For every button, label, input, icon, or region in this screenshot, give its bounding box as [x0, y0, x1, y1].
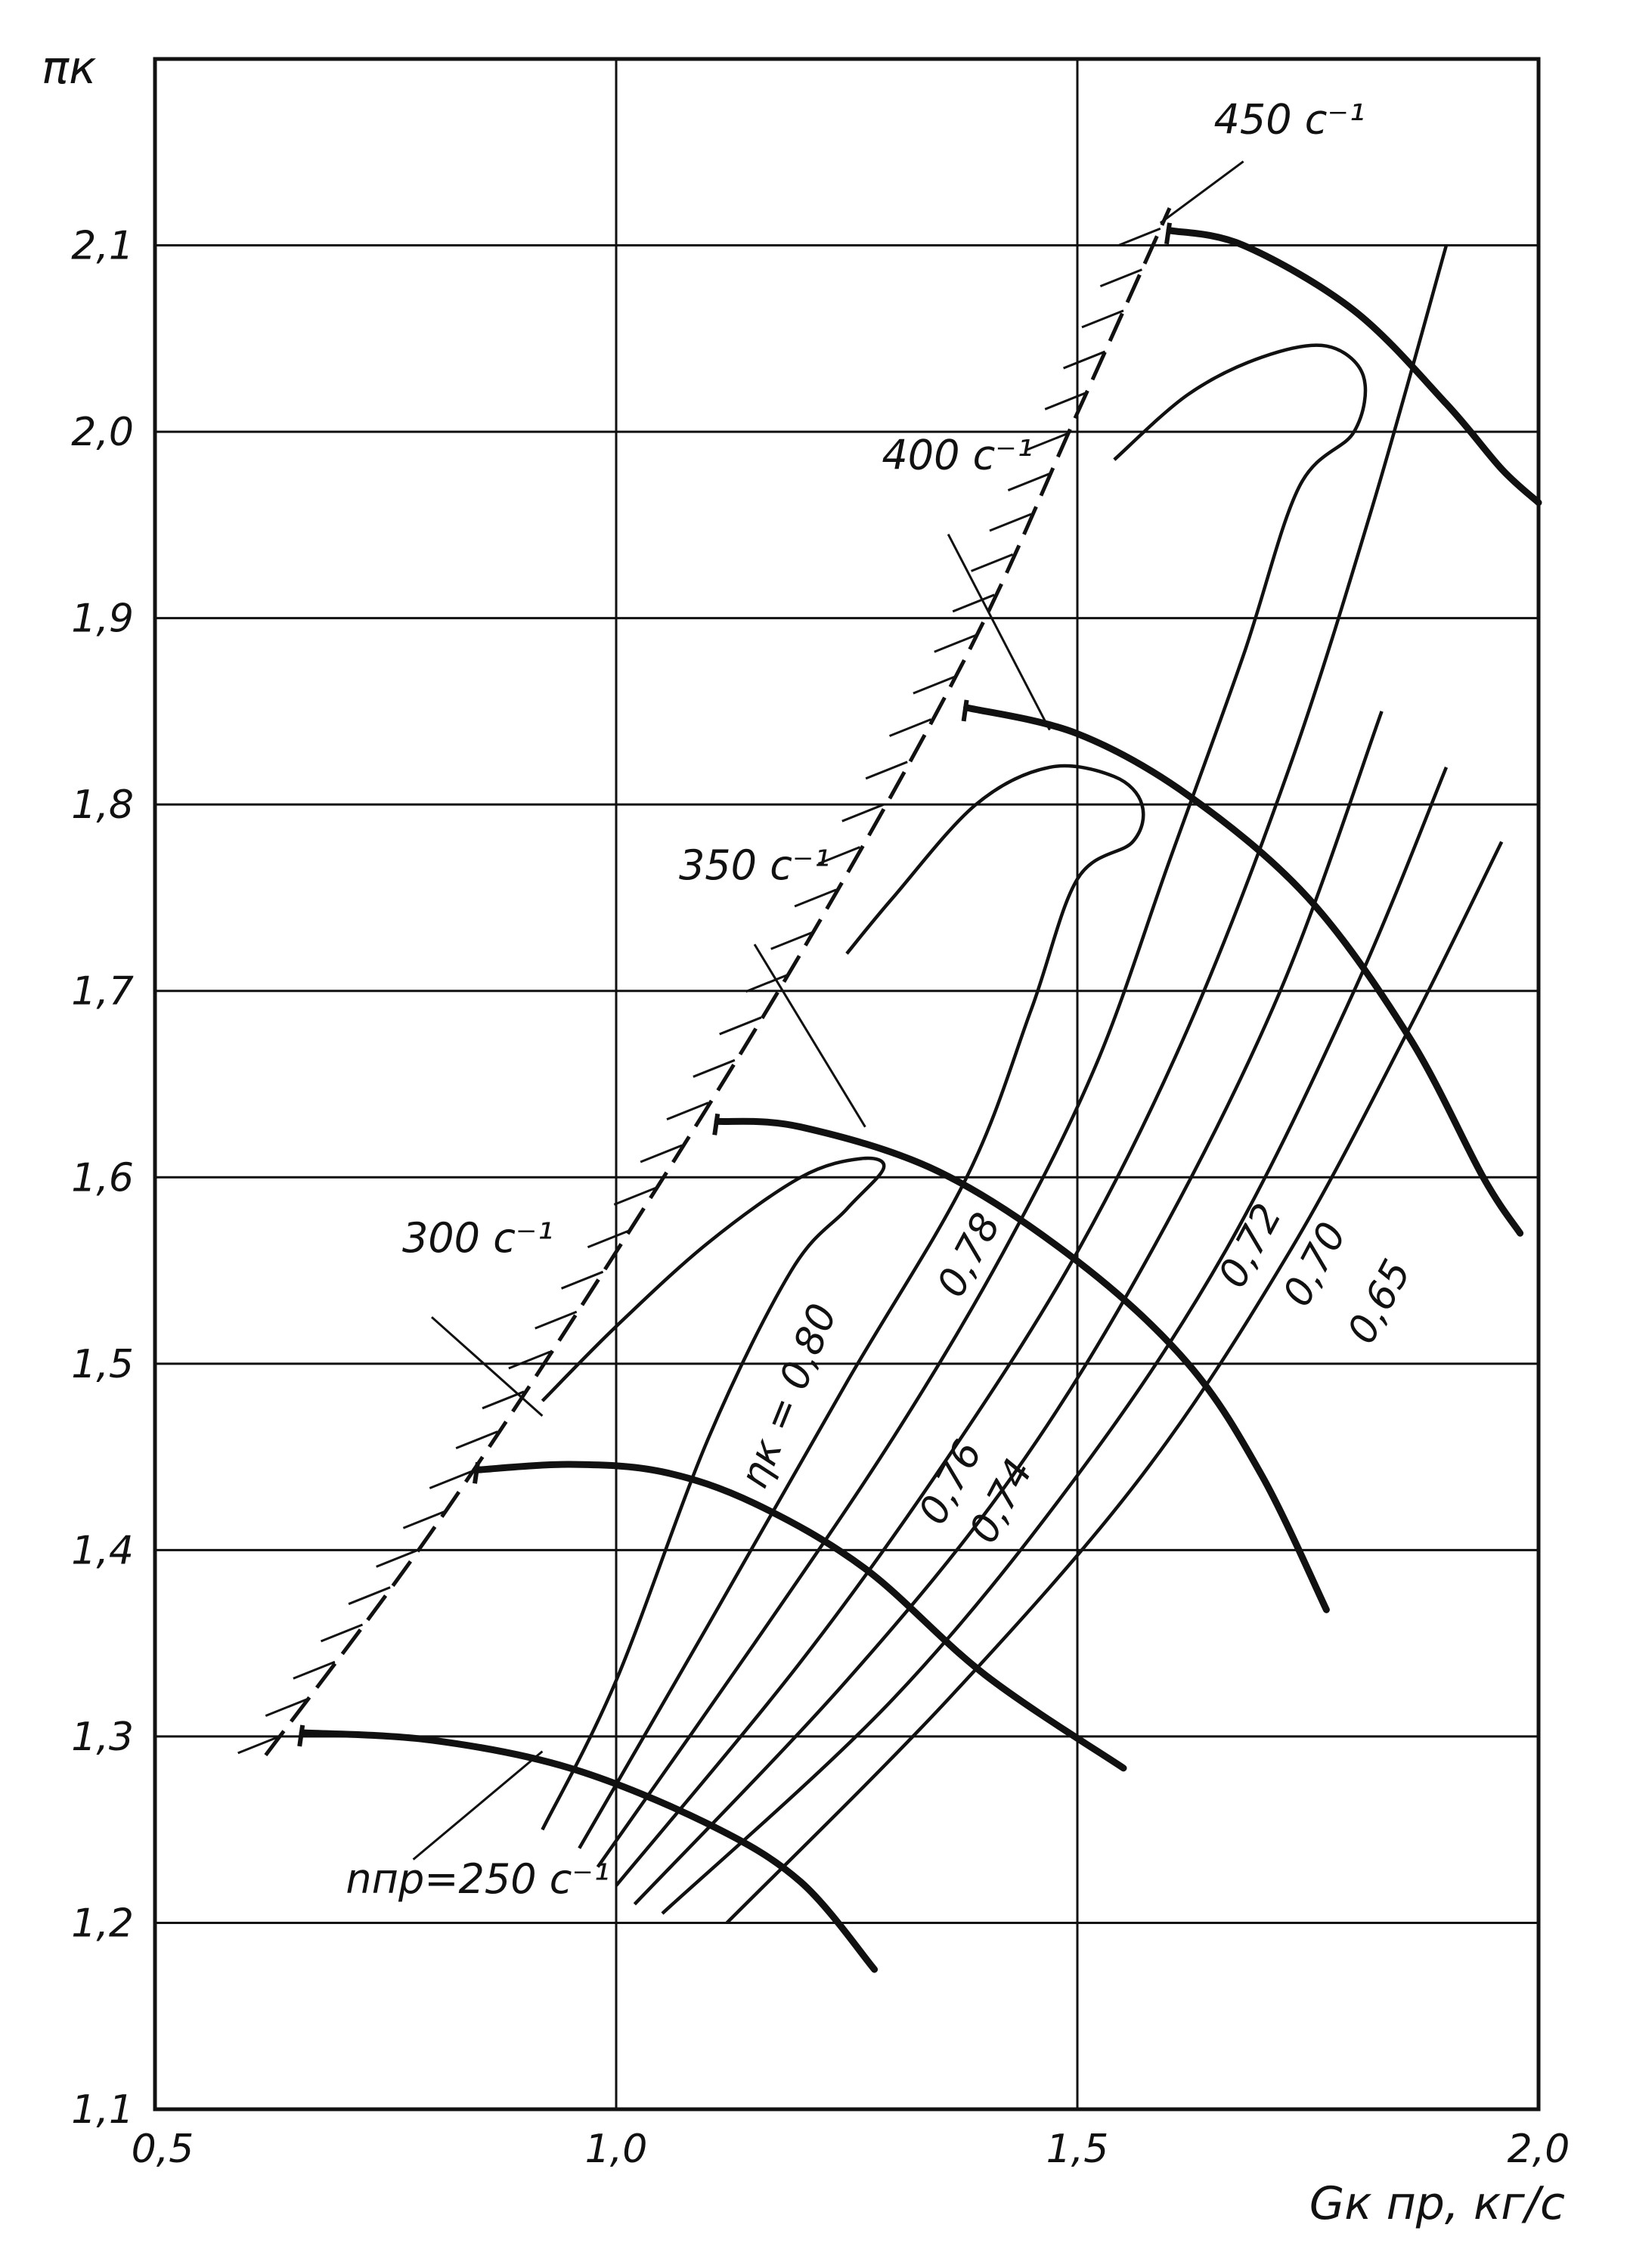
efficiency-contour-label: 0,72: [1210, 1197, 1291, 1295]
efficiency-contour-label: ηк = 0,80: [731, 1297, 846, 1495]
surge-hatch: [1063, 350, 1106, 370]
surge-hatch: [989, 513, 1032, 532]
surge-hatch: [587, 1229, 630, 1249]
surge-hatch: [1081, 309, 1124, 329]
efficiency-contour: [596, 343, 1368, 1868]
speed-line-end-mark: [473, 1461, 480, 1484]
speed-line-label: 300 c⁻¹: [402, 1214, 553, 1262]
surge-hatch: [865, 761, 908, 780]
efficiency-contour-label: 0,78: [928, 1206, 1009, 1304]
surge-hatch: [817, 846, 860, 865]
surge-hatch: [535, 1310, 578, 1330]
surge-hatch: [934, 634, 977, 653]
speed-line: [963, 704, 1524, 1237]
y-tick-label: 1,5: [71, 1342, 134, 1387]
speed-line-label: nпр=250 c⁻¹: [346, 1855, 609, 1903]
speed-lines: [297, 160, 1542, 1973]
surge-hatch: [508, 1350, 551, 1370]
surge-hatch: [888, 718, 932, 737]
y-tick-label: 1,3: [71, 1715, 134, 1760]
surge-hatch: [402, 1510, 445, 1529]
surge-hatch: [376, 1548, 419, 1568]
surge-hatch: [640, 1144, 683, 1163]
y-axis-label: πк: [42, 42, 96, 94]
speed-line-leader: [947, 534, 1051, 731]
surge-hatch: [666, 1101, 709, 1121]
speed-line-leader: [1159, 160, 1244, 225]
tick-labels: 0,5 1,0 1,5 2,0 1,1 1,2 1,3 1,4 1,5 1,6 1,7 1,8 1,9 2…: [71, 224, 1570, 2172]
speed-line: [1166, 227, 1542, 507]
surge-hatch: [1099, 268, 1142, 287]
y-tick-label: 2,1: [71, 224, 134, 269]
surge-hatch: [971, 553, 1014, 572]
efficiency-contour: [578, 764, 1145, 1849]
surge-hatch: [293, 1660, 336, 1680]
efficiency-contour: [633, 711, 1384, 1906]
speed-line-end-mark: [712, 1113, 721, 1136]
x-tick-label: 2,0: [1508, 2127, 1570, 2172]
x-tick-label: 0,5: [132, 2127, 194, 2172]
efficiency-contour: [661, 767, 1449, 1915]
efficiency-contour: [615, 244, 1449, 1887]
surge-hatch: [841, 803, 885, 823]
speed-line-leader: [753, 943, 866, 1128]
surge-hatch: [265, 1698, 308, 1717]
surge-hatch: [320, 1623, 364, 1643]
efficiency-contour-label: 0,65: [1339, 1253, 1420, 1351]
surge-line-path: [264, 207, 1172, 1757]
y-tick-label: 1,7: [71, 969, 134, 1015]
efficiency-contour: [725, 841, 1504, 1925]
surge-hatch: [561, 1270, 604, 1290]
speed-line: [299, 1729, 879, 1973]
x-axis-label: Gк пр, кг/с: [1309, 2177, 1565, 2230]
surge-hatch: [913, 675, 956, 695]
surge-hatch: [429, 1470, 472, 1489]
x-tick-label: 1,5: [1046, 2127, 1109, 2172]
curve-labels: ηк = 0,800,780,760,740,720,700,65nпр=250…: [346, 96, 1420, 1903]
surge-hatch: [1026, 432, 1069, 451]
speed-line-leader: [412, 1750, 544, 1861]
speed-line-end-mark: [1164, 222, 1172, 245]
y-tick-label: 1,4: [71, 1528, 134, 1573]
efficiency-contours: [541, 244, 1504, 1925]
y-tick-label: 2,0: [71, 410, 134, 455]
speed-line-leader: [431, 1316, 544, 1417]
y-tick-label: 1,8: [71, 782, 134, 828]
y-tick-label: 1,6: [71, 1155, 134, 1201]
speed-line: [474, 1461, 1127, 1772]
surge-hatch: [1118, 227, 1161, 246]
surge-hatch: [1007, 472, 1050, 491]
surge-hatch: [693, 1058, 736, 1078]
efficiency-contour-label: 0,70: [1275, 1215, 1356, 1313]
y-tick-label: 1,2: [71, 1901, 134, 1946]
plot-frame: [153, 57, 1541, 2112]
surge-hatch: [952, 593, 995, 613]
speed-line-label: 400 c⁻¹: [882, 431, 1033, 479]
speed-line-label: 350 c⁻¹: [679, 841, 830, 889]
surge-hatch: [237, 1735, 280, 1755]
grid: [153, 59, 1540, 2111]
surge-hatch: [348, 1586, 391, 1606]
surge-hatch: [613, 1186, 656, 1206]
surge-hatch: [1044, 391, 1087, 411]
surge-hatch: [719, 1016, 762, 1036]
y-tick-label: 1,1: [71, 2087, 134, 2133]
surge-hatch: [794, 888, 837, 908]
surge-line: [237, 207, 1172, 1757]
y-tick-label: 1,9: [71, 596, 134, 642]
x-tick-label: 1,0: [585, 2127, 648, 2172]
plot-border: [153, 57, 1541, 2112]
speed-line-label: 450 c⁻¹: [1214, 96, 1365, 144]
efficiency-contour: [541, 1156, 886, 1831]
speed-line-end-mark: [297, 1724, 305, 1747]
speed-line: [714, 1117, 1330, 1613]
surge-hatch: [745, 974, 789, 993]
speed-line-end-mark: [961, 699, 969, 722]
surge-hatch: [455, 1430, 498, 1450]
surge-hatch: [770, 931, 814, 950]
